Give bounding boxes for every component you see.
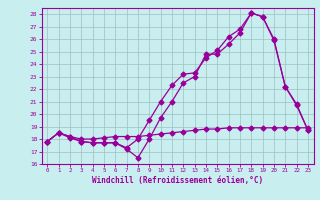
X-axis label: Windchill (Refroidissement éolien,°C): Windchill (Refroidissement éolien,°C) <box>92 176 263 185</box>
